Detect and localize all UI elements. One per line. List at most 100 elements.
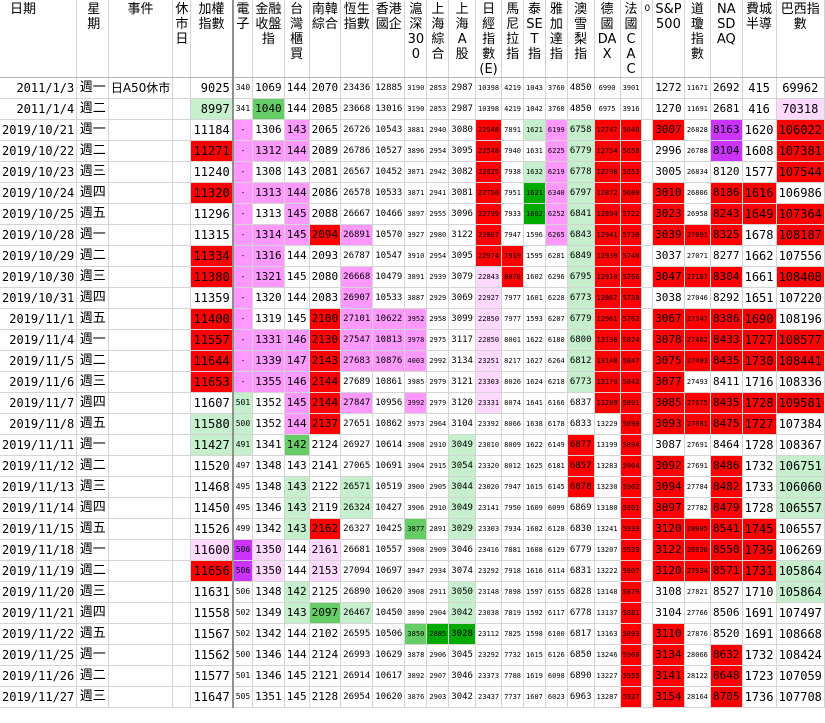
- index-cell[interactable]: 11567: [190, 623, 234, 645]
- index-cell[interactable]: 26667: [340, 203, 374, 225]
- index-cell[interactable]: 1602: [523, 266, 546, 288]
- index-cell[interactable]: [172, 77, 192, 99]
- index-cell[interactable]: 1732: [742, 455, 777, 477]
- index-cell[interactable]: 1352: [252, 392, 285, 414]
- index-cell[interactable]: 6180: [545, 329, 568, 351]
- event-cell[interactable]: [108, 161, 174, 183]
- index-cell[interactable]: 11656: [190, 560, 234, 582]
- index-cell[interactable]: 5766: [620, 266, 643, 288]
- index-cell[interactable]: 1728: [742, 497, 777, 519]
- weekday-cell[interactable]: 週四: [76, 497, 109, 519]
- index-cell[interactable]: 144: [284, 539, 310, 561]
- index-cell[interactable]: 6843: [567, 224, 595, 246]
- index-cell[interactable]: 108441: [776, 350, 825, 372]
- index-cell[interactable]: 13136: [594, 329, 621, 351]
- index-cell[interactable]: 3122: [448, 224, 477, 246]
- index-cell[interactable]: 2853: [426, 77, 450, 99]
- index-cell[interactable]: 2065: [309, 119, 342, 141]
- index-cell[interactable]: 4219: [501, 98, 525, 120]
- index-cell[interactable]: 2153: [309, 560, 342, 582]
- index-cell[interactable]: 8632: [710, 644, 743, 666]
- index-cell[interactable]: 2681: [710, 98, 743, 120]
- index-cell[interactable]: 22625: [475, 161, 503, 183]
- index-cell[interactable]: 2121: [309, 665, 342, 687]
- index-cell[interactable]: 2100: [309, 308, 342, 330]
- event-cell[interactable]: [108, 539, 174, 561]
- index-cell[interactable]: 3890: [404, 602, 428, 624]
- index-cell[interactable]: 22843: [475, 266, 503, 288]
- index-cell[interactable]: 501: [232, 392, 254, 414]
- index-cell[interactable]: 1609: [523, 497, 546, 519]
- index-cell[interactable]: 27065: [340, 455, 374, 477]
- index-cell[interactable]: [641, 245, 654, 267]
- index-cell[interactable]: 23373: [475, 665, 503, 687]
- index-cell[interactable]: [172, 602, 192, 624]
- index-cell[interactable]: 502: [232, 602, 254, 624]
- index-cell[interactable]: 2910: [426, 434, 450, 456]
- index-cell[interactable]: 8292: [710, 287, 743, 309]
- index-cell[interactable]: [641, 518, 654, 540]
- index-cell[interactable]: 27691: [684, 455, 712, 477]
- index-cell[interactable]: 3023: [652, 203, 685, 225]
- index-cell[interactable]: 5904: [620, 455, 643, 477]
- index-cell[interactable]: 1040: [252, 98, 285, 120]
- index-cell[interactable]: 10398: [475, 98, 503, 120]
- index-cell[interactable]: 6797: [567, 182, 595, 204]
- index-cell[interactable]: 1731: [742, 560, 777, 582]
- index-cell[interactable]: 5842: [620, 371, 643, 393]
- index-cell[interactable]: 2940: [426, 119, 450, 141]
- index-cell[interactable]: 5680: [620, 182, 643, 204]
- index-cell[interactable]: 3044: [448, 476, 477, 498]
- index-cell[interactable]: 3973: [404, 413, 428, 435]
- index-cell[interactable]: 3190: [404, 98, 428, 120]
- index-cell[interactable]: 26891: [340, 224, 374, 246]
- index-cell[interactable]: 106986: [776, 182, 825, 204]
- index-cell[interactable]: [641, 560, 654, 582]
- index-cell[interactable]: 2162: [309, 518, 342, 540]
- index-cell[interactable]: 5902: [620, 476, 643, 498]
- index-cell[interactable]: 2905: [426, 476, 450, 498]
- index-cell[interactable]: 2141: [309, 455, 342, 477]
- index-cell[interactable]: 27876: [684, 623, 712, 645]
- index-cell[interactable]: 13199: [594, 434, 621, 456]
- weekday-cell[interactable]: 週一: [76, 644, 109, 666]
- index-cell[interactable]: 8705: [710, 686, 743, 708]
- index-cell[interactable]: 3050: [448, 581, 477, 603]
- index-cell[interactable]: 3049: [448, 434, 477, 456]
- index-cell[interactable]: [172, 518, 192, 540]
- index-cell[interactable]: 8479: [710, 497, 743, 519]
- index-cell[interactable]: 1043: [523, 77, 546, 99]
- index-cell[interactable]: 1348: [252, 581, 285, 603]
- column-header[interactable]: 金融收盤指: [252, 0, 285, 78]
- index-cell[interactable]: 8304: [710, 266, 743, 288]
- index-cell[interactable]: 11671: [684, 77, 712, 99]
- index-cell[interactable]: 5730: [620, 224, 643, 246]
- index-cell[interactable]: 2992: [426, 350, 450, 372]
- index-cell[interactable]: 5653: [620, 161, 643, 183]
- index-cell[interactable]: 2954: [426, 245, 450, 267]
- index-cell[interactable]: 11647: [190, 686, 234, 708]
- index-cell[interactable]: 143: [284, 497, 310, 519]
- index-cell[interactable]: 3900: [404, 476, 428, 498]
- index-cell[interactable]: 1592: [523, 602, 546, 624]
- index-cell[interactable]: 3095: [448, 140, 477, 162]
- index-cell[interactable]: 6778: [567, 161, 595, 183]
- index-cell[interactable]: 13230: [594, 476, 621, 498]
- weekday-cell[interactable]: 週二: [76, 140, 109, 162]
- index-cell[interactable]: 26907: [340, 287, 374, 309]
- index-cell[interactable]: 145: [284, 266, 310, 288]
- event-cell[interactable]: 日A50休市: [108, 77, 174, 99]
- event-cell[interactable]: [108, 518, 174, 540]
- index-cell[interactable]: 1346: [252, 644, 285, 666]
- index-cell[interactable]: [641, 266, 654, 288]
- index-cell[interactable]: 10861: [372, 371, 406, 393]
- date-cell[interactable]: 2019/11/18: [0, 539, 78, 561]
- date-cell[interactable]: 2019/10/22: [0, 140, 78, 162]
- index-cell[interactable]: 7947: [501, 224, 525, 246]
- index-cell[interactable]: [641, 119, 654, 141]
- index-cell[interactable]: 1649: [742, 203, 777, 225]
- index-cell[interactable]: 144: [284, 413, 310, 435]
- index-cell[interactable]: 3078: [652, 329, 685, 351]
- index-cell[interactable]: 3077: [652, 371, 685, 393]
- index-cell[interactable]: 11691: [684, 98, 712, 120]
